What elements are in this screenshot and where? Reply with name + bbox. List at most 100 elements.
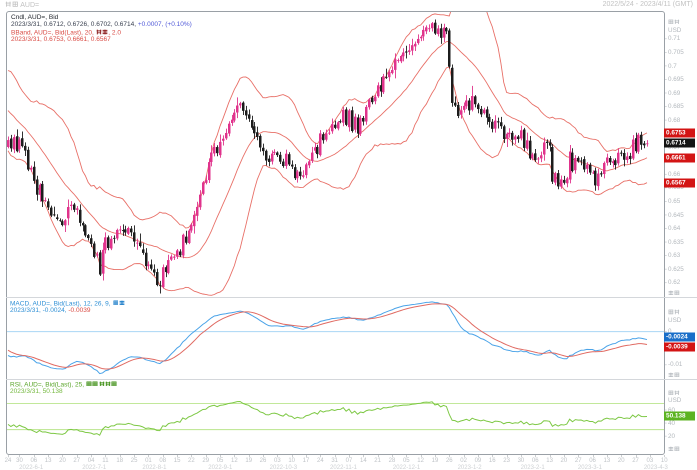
x-axis-month-label: 2022-10-3 <box>269 464 298 470</box>
x-axis-week-label: 30 <box>16 458 23 464</box>
cjk-glyph <box>112 299 118 305</box>
price-axis-label: 0.71 <box>668 35 681 43</box>
legend-segment: -0.0039 <box>68 307 91 315</box>
cjk-glyph <box>668 446 674 451</box>
macd-pane-auto-label <box>668 372 680 379</box>
macd-badge: -0.0039 <box>664 342 695 352</box>
cjk-glyph <box>96 29 102 35</box>
price-axis-label: 0.685 <box>668 103 684 111</box>
price-axis-label: 0.635 <box>668 238 684 246</box>
price-axis-label: 0.63 <box>668 252 681 260</box>
x-axis-month-label: 2022-9-1 <box>208 464 233 470</box>
legend-line: 2023/3/31, 0.6753, 0.6661, 0.6567 <box>11 36 192 43</box>
macd-axis-label: -0.01 <box>668 361 683 369</box>
cjk-glyph <box>102 29 108 35</box>
legend-segment: 2023/3/31, 50.138 <box>10 388 63 396</box>
x-axis-week-label: 13 <box>44 458 52 464</box>
price-axis-label: 0.69 <box>668 89 681 97</box>
x-axis-week-label: 03 <box>274 458 281 464</box>
x-axis-month-label: 2023-2-1 <box>520 464 545 470</box>
legend-segment: +0.0007, (+0.10%) <box>137 21 192 29</box>
x-axis-week-label: 12 <box>417 458 424 464</box>
rsi-axis-label: 20 <box>668 432 676 440</box>
x-axis-week-label: 04 <box>87 458 95 464</box>
macd-pane-legend: MACD, AUD=, Bid(Last), 12, 26, 9, 2023/3… <box>10 300 125 315</box>
legend-segment <box>96 29 109 36</box>
cjk-glyph <box>92 380 98 386</box>
x-axis-week-label: 11 <box>102 458 109 464</box>
legend-line: 2023/3/31, -0.0024, -0.0039 <box>10 307 125 314</box>
x-axis-week-label: 13 <box>603 458 611 464</box>
pane-separator-1 <box>6 297 697 298</box>
legend-segment <box>112 299 125 307</box>
x-axis-month-label: 2023-3-1 <box>577 464 602 470</box>
legend-segment: Cndl, AUD=, Bid <box>11 14 59 21</box>
cjk-glyph <box>99 381 105 386</box>
x-axis-week-label: 20 <box>617 458 625 464</box>
cjk-glyph <box>674 372 680 377</box>
price-axis-label: 0.62 <box>668 279 681 287</box>
x-axis-week-label: 28 <box>388 458 396 464</box>
macd-axis-label: 0 <box>668 328 672 336</box>
legend-line: RSI, AUD=, Bid(Last), 25, <box>10 381 118 389</box>
x-axis-week-label: 16 <box>488 458 496 464</box>
x-axis-week-label: 05 <box>216 458 224 464</box>
x-axis-week-label: 25 <box>130 458 138 464</box>
x-axis-week-label: 12 <box>231 458 238 464</box>
rsi-pane-header-unit: USD <box>668 397 682 405</box>
x-axis-week-label: 29 <box>202 458 210 464</box>
price-pane-header-unit: USD <box>668 26 682 34</box>
x-axis-week-label: 03 <box>646 458 654 464</box>
cjk-glyph <box>668 290 674 295</box>
x-axis-month-label: 2022-12-1 <box>392 464 421 470</box>
x-axis-week-label: 19 <box>245 458 253 464</box>
price-badge: 0.6714 <box>664 138 695 148</box>
x-axis-week-label: 19 <box>431 458 439 464</box>
x-axis-week-label: 14 <box>359 458 367 464</box>
x-axis-week-label: 10 <box>288 458 296 464</box>
price-badge: 0.6567 <box>664 178 695 188</box>
price-axis-label: 0.655 <box>668 184 684 192</box>
price-axis-label: 0.66 <box>668 170 681 178</box>
cjk-glyph <box>674 309 680 315</box>
macd-pane-header-type <box>668 309 680 316</box>
x-axis-month-label: 2022-11-1 <box>330 464 357 470</box>
x-axis-week-label: 21 <box>374 458 381 464</box>
price-axis-label: 0.625 <box>668 265 684 273</box>
legend-segment: 2023/3/31, 0.6753, 0.6661, 0.6567 <box>11 36 111 44</box>
x-axis-week-label: 17 <box>302 458 310 464</box>
x-axis-week-label: 30 <box>517 458 525 464</box>
x-axis-week-label: 15 <box>173 458 181 464</box>
legend-segment: RSI, AUD=, Bid(Last), 25, <box>10 380 85 388</box>
x-axis-week-label: 26 <box>445 458 453 464</box>
x-axis-week-label: 13 <box>546 458 553 464</box>
price-axis-label: 0.705 <box>668 48 684 56</box>
x-axis-week-label: 05 <box>402 458 410 464</box>
cjk-glyph <box>111 380 117 386</box>
x-axis-week-label: 27 <box>574 458 582 464</box>
cjk-glyph <box>674 446 680 451</box>
x-axis-week-label: 27 <box>73 458 81 464</box>
cjk-glyph <box>674 19 680 24</box>
rsi-pane-header-type <box>668 390 680 397</box>
x-axis-week-label: 24 <box>4 458 12 464</box>
legend-segment: 2023/3/31, 0.6712, 0.6726, 0.6702, 0.671… <box>11 21 137 29</box>
cjk-glyph <box>674 290 680 295</box>
cjk-glyph <box>668 390 674 395</box>
legend-line: Cndl, AUD=, Bid <box>11 14 192 21</box>
x-axis-week-label: 10 <box>660 458 668 464</box>
x-axis-week-label: 20 <box>59 458 66 464</box>
legend-segment <box>86 380 118 388</box>
rsi-pane-legend: RSI, AUD=, Bid(Last), 25, 2023/3/31, 50.… <box>10 381 118 396</box>
legend-line: 2023/3/31, 50.138 <box>10 388 118 395</box>
price-axis-label: 0.64 <box>668 225 681 233</box>
x-axis-week-label: 06 <box>531 458 539 464</box>
x-axis-month-label: 2023-4-3 <box>643 464 668 470</box>
price-axis-label: 0.695 <box>668 76 684 84</box>
legend-segment: BBand, AUD=, Bid(Last), 20, <box>11 29 94 37</box>
x-axis-week-label: 06 <box>589 458 596 464</box>
price-pane-legend: Cndl, AUD=, Bid 2023/3/31, 0.6712, 0.6726… <box>11 14 192 44</box>
x-axis-week-label: 01 <box>145 458 152 464</box>
